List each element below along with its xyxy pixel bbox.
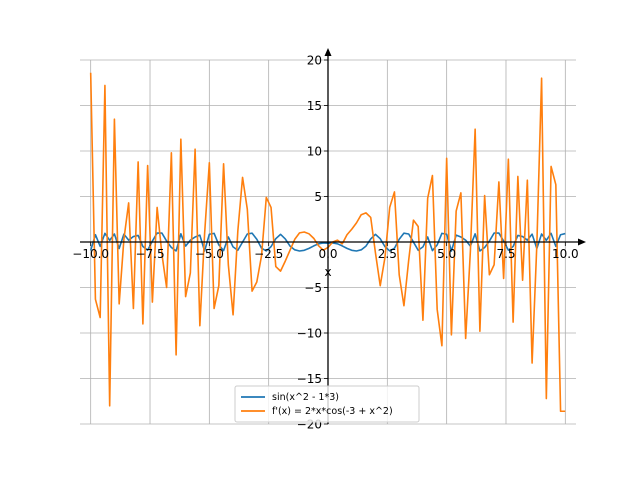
x-tick-label: 10.0 (552, 247, 579, 261)
y-tick-label: 15 (307, 99, 322, 113)
y-tick-label: 10 (307, 145, 322, 159)
x-tick-label: −10.0 (72, 247, 109, 261)
x-axis-label: x (324, 265, 331, 279)
legend-label-series-2: f'(x) = 2*x*cos(-3 + x^2) (272, 406, 393, 417)
ticks: −10.0 −7.5 −5.0 −2.5 0.0 2.5 5.0 7.5 10.0−20−15−… (72, 54, 578, 432)
y-tick-label: 20 (307, 54, 322, 68)
y-tick-label: −15 (297, 372, 322, 386)
x-tick-label: 0.0 (318, 247, 337, 261)
legend-label-series-1: sin(x^2 - 1*3) (272, 392, 339, 403)
x-axis-arrow (578, 238, 586, 246)
y-tick-label: −10 (297, 327, 322, 341)
x-tick-label: 5.0 (437, 247, 456, 261)
x-tick-label: 2.5 (378, 247, 397, 261)
x-tick-label: −7.5 (135, 247, 164, 261)
x-tick-label: 7.5 (496, 247, 515, 261)
y-axis-arrow (324, 48, 332, 56)
legend-box (234, 385, 420, 423)
x-tick-label: −2.5 (254, 247, 283, 261)
y-tick-label: 5 (314, 190, 322, 204)
x-tick-label: −5.0 (195, 247, 224, 261)
y-tick-label: −5 (304, 281, 322, 295)
axes (80, 48, 586, 424)
legend: sin(x^2 - 1*3) f'(x) = 2*x*cos(-3 + x^2) (234, 385, 420, 423)
